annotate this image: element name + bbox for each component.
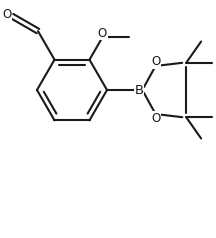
Text: O: O	[2, 8, 12, 21]
Text: O: O	[98, 27, 107, 40]
Text: B: B	[134, 84, 144, 96]
Text: O: O	[152, 112, 161, 125]
Text: O: O	[152, 55, 161, 68]
